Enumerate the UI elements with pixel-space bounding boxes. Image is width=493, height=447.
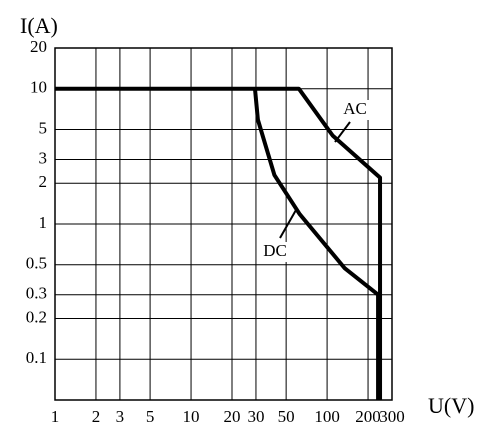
x-tick-label: 30 [247,407,264,426]
x-tick-label: 10 [183,407,200,426]
x-tick-label: 50 [278,407,295,426]
series-line [55,86,383,400]
x-tick-label: 5 [146,407,155,426]
x-tick-label: 3 [116,407,125,426]
y-tick-label: 0.1 [26,348,47,367]
y-tick-label: 3 [39,148,48,167]
x-tick-label: 300 [379,407,405,426]
x-axis-label: U(V) [428,393,474,418]
x-tick-label: 100 [314,407,340,426]
y-tick-label: 20 [30,37,47,56]
series-label: DC [263,241,287,260]
x-tick-label: 200 [355,407,381,426]
label-bg [258,242,292,262]
x-tick-label: 2 [92,407,101,426]
label-bg [338,100,372,120]
y-tick-label: 0.3 [26,284,47,303]
y-tick-label: 0.2 [26,307,47,326]
y-tick-label: 1 [39,213,48,232]
series-line [252,88,381,400]
y-tick-label: 0.5 [26,254,47,273]
x-tick-label: 20 [223,407,240,426]
series-label: AC [343,99,367,118]
y-tick-label: 10 [30,78,47,97]
leader-line [279,209,297,239]
y-axis-label: I(A) [20,13,58,38]
leader-line [334,121,351,143]
x-tick-label: 1 [51,407,60,426]
y-tick-label: 2 [39,172,48,191]
y-tick-label: 5 [39,118,48,137]
